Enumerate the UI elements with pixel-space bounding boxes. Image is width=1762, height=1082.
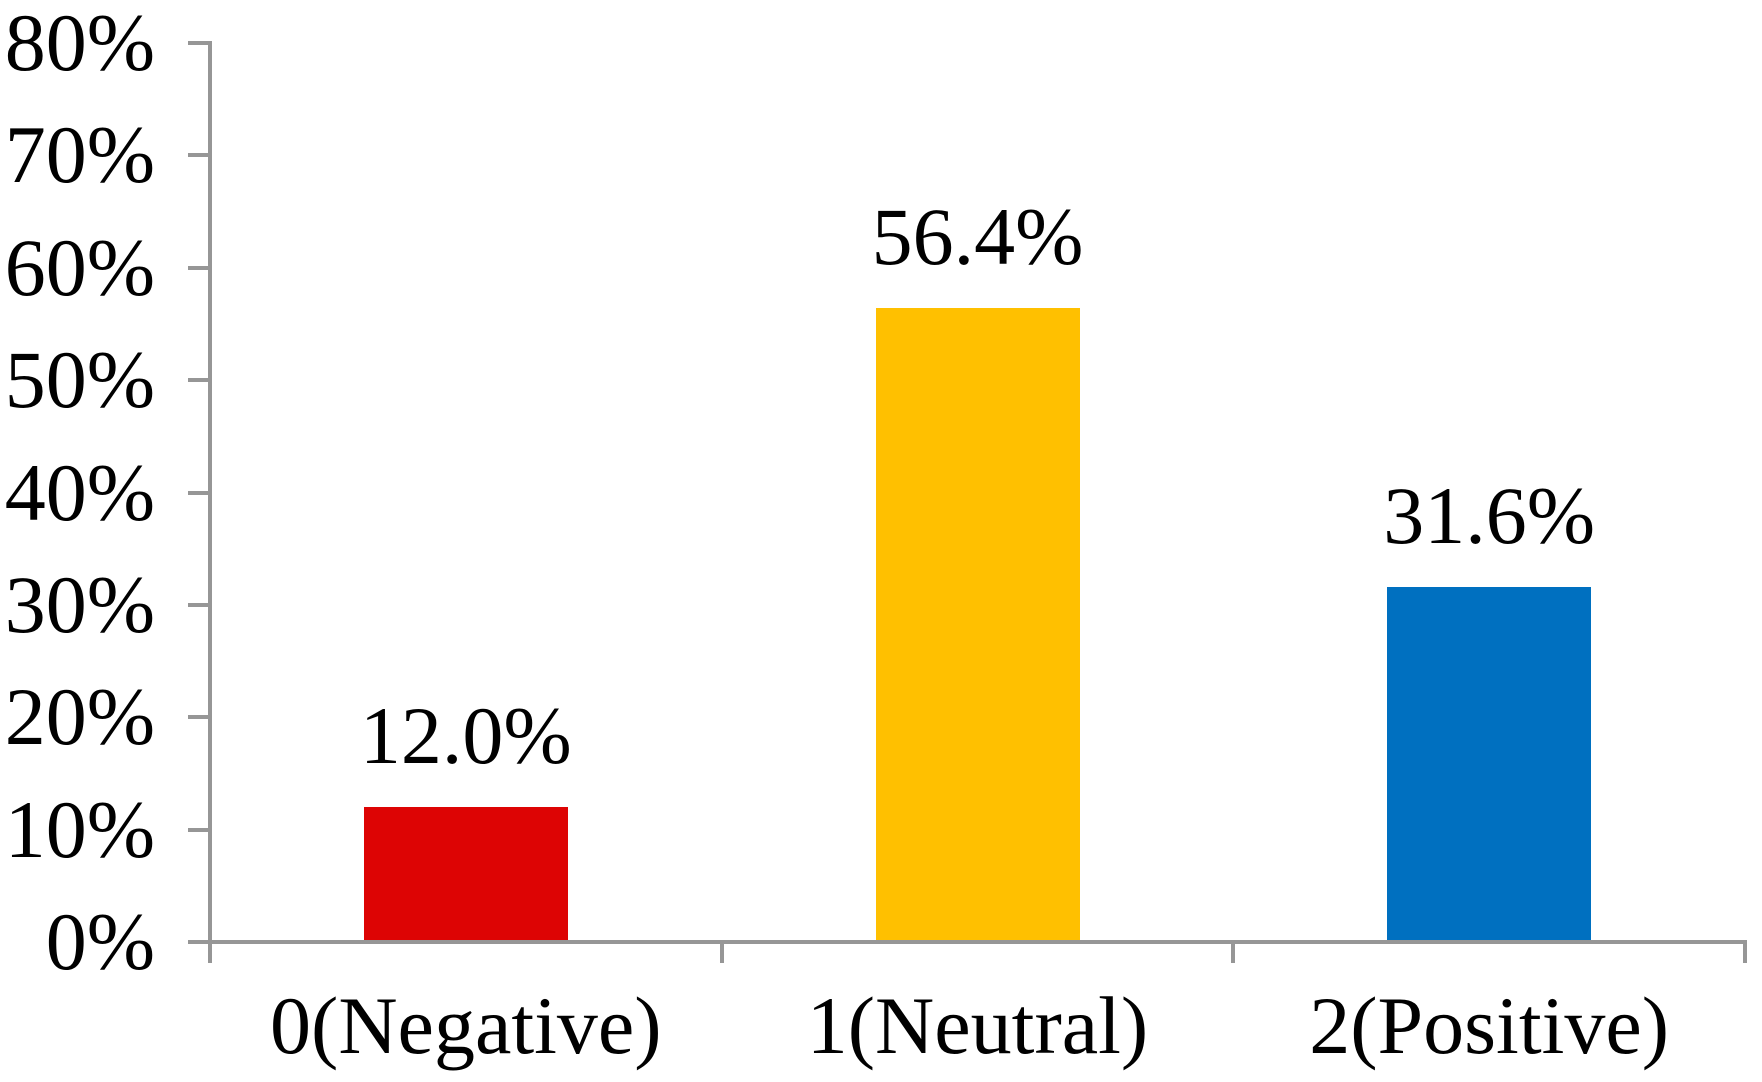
y-axis-tick-5 <box>188 378 210 383</box>
y-axis-tick-label-1: 10% <box>4 783 155 875</box>
bar-1 <box>875 308 1080 944</box>
y-axis-tick-6 <box>188 265 210 270</box>
x-axis-category-label-2: 2(Positive) <box>1309 980 1670 1071</box>
bar-2 <box>1387 586 1592 944</box>
y-axis-tick-label-7: 70% <box>4 109 155 201</box>
bar-0 <box>363 807 568 944</box>
y-axis-tick-0 <box>188 940 210 944</box>
data-label-1: 56.4% <box>871 191 1084 283</box>
y-axis-tick-label-5: 50% <box>4 334 155 426</box>
x-axis-tick-3 <box>1743 942 1747 963</box>
y-axis-tick-7 <box>188 153 210 158</box>
y-axis-tick-label-4: 40% <box>4 446 155 538</box>
x-axis-tick-1 <box>719 942 724 963</box>
y-axis-tick-3 <box>188 602 210 607</box>
y-axis-tick-label-0: 0% <box>45 896 155 987</box>
y-axis-tick-2 <box>188 715 210 720</box>
y-axis-tick-8 <box>188 41 210 45</box>
x-axis-category-label-0: 0(Negative) <box>270 980 662 1071</box>
data-label-2: 31.6% <box>1383 469 1596 561</box>
x-axis-category-label-1: 1(Neutral) <box>806 980 1149 1071</box>
y-axis-tick-label-3: 30% <box>4 558 155 650</box>
y-axis-tick-label-6: 60% <box>4 221 155 313</box>
x-axis-line <box>188 940 1747 944</box>
y-axis-tick-label-2: 20% <box>4 671 155 763</box>
y-axis-tick-1 <box>188 827 210 832</box>
x-axis-tick-0 <box>208 942 212 963</box>
data-label-0: 12.0% <box>359 690 572 782</box>
y-axis-tick-label-8: 80% <box>4 0 155 88</box>
y-axis-line <box>208 41 212 963</box>
y-axis-tick-4 <box>188 490 210 495</box>
x-axis-tick-2 <box>1231 942 1236 963</box>
